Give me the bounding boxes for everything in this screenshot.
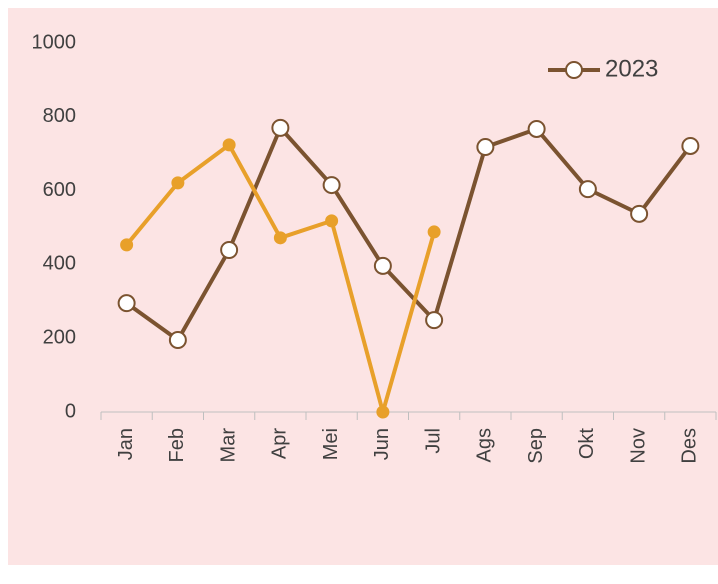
x-tick-label: Sep [525, 428, 547, 464]
data-point [477, 139, 493, 155]
legend-label: 2023 [605, 55, 658, 82]
data-point [326, 215, 338, 227]
x-tick-label: Apr [269, 428, 291, 459]
x-tick-label: Des [679, 428, 701, 464]
data-point [529, 121, 545, 137]
data-point [428, 226, 440, 238]
x-tick-label: Okt [576, 428, 598, 460]
data-point [274, 232, 286, 244]
y-tick-label: 0 [65, 400, 76, 422]
x-tick-label: Mar [217, 428, 239, 463]
y-tick-label: 800 [43, 105, 76, 127]
x-tick-label: Feb [166, 428, 188, 462]
chart: 0 200 400 600 800 1000 Jan Feb Mar Apr Mei Jun Jul Ag… [0, 0, 718, 579]
y-tick-label: 400 [43, 253, 76, 275]
data-point [426, 312, 442, 328]
data-point [631, 206, 647, 222]
x-tick-label: Jul [422, 428, 444, 454]
x-tick-label: Nov [627, 428, 649, 464]
y-tick-label: 200 [43, 326, 76, 348]
data-point [375, 258, 391, 274]
data-point [172, 177, 184, 189]
data-point [377, 406, 389, 418]
x-tick-label: Ags [474, 428, 496, 462]
y-tick-label: 1000 [32, 31, 77, 53]
legend-marker [566, 62, 582, 78]
data-point [221, 242, 237, 258]
data-point [580, 181, 596, 197]
x-tick-label: Jun [371, 428, 393, 460]
data-point [324, 177, 340, 193]
data-point [682, 138, 698, 154]
x-tick-label: Mei [320, 428, 342, 460]
data-point [121, 239, 133, 251]
data-point [272, 120, 288, 136]
data-point [119, 295, 135, 311]
data-point [170, 332, 186, 348]
chart-background [8, 8, 718, 565]
y-tick-label: 600 [43, 179, 76, 201]
x-tick-label: Jan [115, 428, 137, 460]
data-point [223, 139, 235, 151]
